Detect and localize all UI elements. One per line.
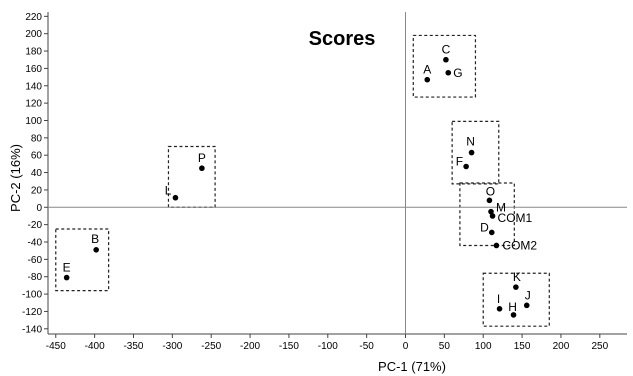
point-label-o: O [486,184,495,198]
y-tick-label: -60 [28,255,43,266]
y-tick-label: 0 [36,203,42,214]
x-tick-label: -400 [85,341,105,352]
data-point-a [424,76,431,83]
y-tick-label: -40 [28,238,43,249]
y-tick-label: -120 [22,307,42,318]
point-label-e: E [63,261,71,275]
data-point-i [496,306,503,312]
point-label-p: P [198,151,206,165]
group-box [55,228,110,292]
point-label-com2: COM2 [502,238,537,252]
group-box [459,182,515,247]
axes [47,12,627,335]
x-tick-label: 0 [403,341,409,352]
point-label-j: J [525,288,531,302]
point-label-n: N [466,135,475,149]
x-tick-label: -50 [359,341,374,352]
y-tick-label: -80 [28,272,43,283]
data-point-n [468,149,475,156]
data-point-com1 [489,213,496,219]
group-box [451,120,500,185]
x-tick-label: 100 [475,341,492,352]
data-point-l [172,194,179,201]
x-tick-label: -250 [201,341,221,352]
group-box [412,34,477,98]
y-tick-label: 220 [25,12,42,23]
y-tick-label: -20 [28,220,43,231]
data-point-c [443,56,449,63]
x-tick-label: -100 [318,341,338,352]
x-tick-label: 50 [439,341,451,352]
point-label-l: L [165,184,172,198]
data-point-f [463,163,469,170]
y-tick-label: 200 [25,29,42,40]
data-point-k [513,284,519,290]
point-label-com1: COM1 [498,211,533,225]
y-axis-title: PC-2 (16%) [8,144,23,212]
x-tick-label: -350 [123,341,143,352]
x-tick-label: -200 [240,341,260,352]
x-tick-label: -300 [162,341,182,352]
data-point-e [63,274,70,281]
y-tick-label: 80 [31,133,43,144]
point-label-f: F [456,154,463,168]
chart-title: Scores [309,28,376,50]
point-label-a: A [423,63,431,77]
y-tick-label: -100 [22,290,42,301]
data-point-p [199,165,205,172]
data-point-d [488,229,495,236]
point-label-i: I [497,292,500,306]
point-label-b: B [91,232,99,246]
x-tick-label: 150 [514,341,531,352]
data-point-o [486,197,493,204]
y-tick-label: 20 [31,185,43,196]
y-tick-label: 140 [25,81,42,92]
point-label-k: K [513,270,521,284]
y-tick-label: 160 [25,64,42,75]
point-label-m: M [496,201,506,215]
tick-labels: -450 -400 -350 -300 -250 -200 -150 -100 -50 0 50 10… [22,12,609,352]
point-label-c: C [442,43,451,57]
y-tick-label: 40 [31,168,43,179]
point-label-d: D [480,220,489,234]
y-tick-label: 120 [25,99,42,110]
data-point-m [488,208,494,215]
point-label-g: G [453,66,462,80]
group-boxes [55,34,550,327]
y-tick-label: -140 [22,324,42,335]
point-label-h: H [508,300,517,314]
x-tick-label: -150 [279,341,299,352]
y-tick-label: 180 [25,47,42,58]
group-box [482,272,550,327]
x-tick-label: 250 [591,341,608,352]
data-point-b [93,247,99,253]
data-point-h [510,312,517,318]
y-tick-label: 60 [31,151,43,162]
x-axis-title: PC-1 (71%) [378,359,446,374]
data-point-g [445,69,452,76]
y-tick-label: 100 [25,116,42,127]
x-tick-label: 200 [553,341,570,352]
x-tick-label: -450 [46,341,66,352]
data-point-com2 [493,242,500,249]
data-point-j [523,302,530,309]
group-box [167,145,216,208]
